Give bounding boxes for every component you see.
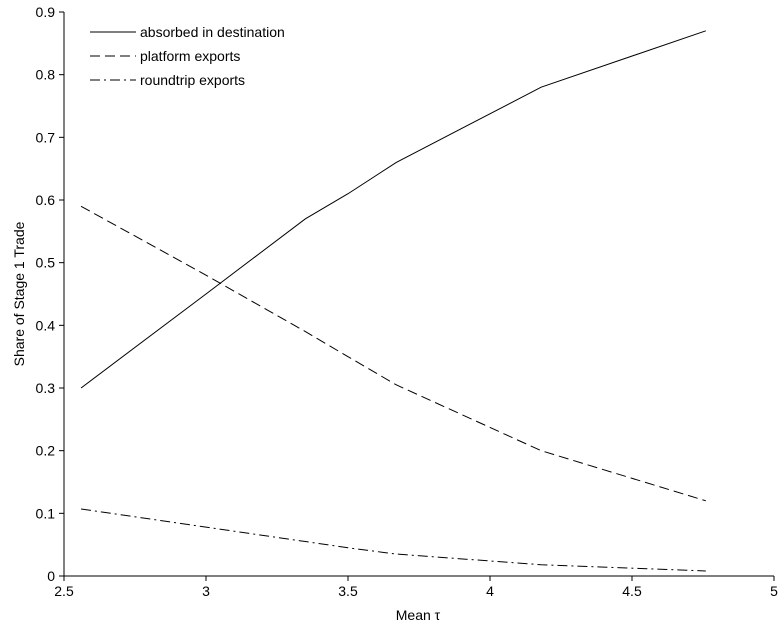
x-tick-label: 5 — [770, 583, 778, 599]
x-tick-label: 3 — [202, 583, 210, 599]
x-tick-label: 3.5 — [338, 583, 358, 599]
legend-label: absorbed in destination — [140, 24, 285, 40]
x-axis-label: Mean τ — [396, 607, 441, 623]
legend-label: roundtrip exports — [140, 72, 245, 88]
line-series — [80, 508, 706, 572]
y-tick-label: 0.7 — [36, 129, 56, 145]
y-tick-label: 0.8 — [36, 67, 56, 83]
y-tick-label: 0.2 — [36, 443, 56, 459]
y-tick-label: 0.5 — [36, 255, 56, 271]
y-tick-label: 0.6 — [36, 192, 56, 208]
legend-label: platform exports — [140, 48, 240, 64]
x-tick-label: 2.5 — [54, 583, 74, 599]
x-tick-label: 4 — [486, 583, 494, 599]
line-series — [80, 30, 707, 389]
y-tick-label: 0.9 — [36, 4, 56, 20]
x-tick-label: 4.5 — [622, 583, 642, 599]
line-series — [80, 205, 706, 502]
y-tick-label: 0 — [47, 568, 55, 584]
y-tick-label: 0.1 — [36, 505, 56, 521]
y-axis-label: Share of Stage 1 Trade — [11, 221, 27, 366]
y-tick-label: 0.3 — [36, 380, 56, 396]
y-tick-label: 0.4 — [36, 317, 56, 333]
